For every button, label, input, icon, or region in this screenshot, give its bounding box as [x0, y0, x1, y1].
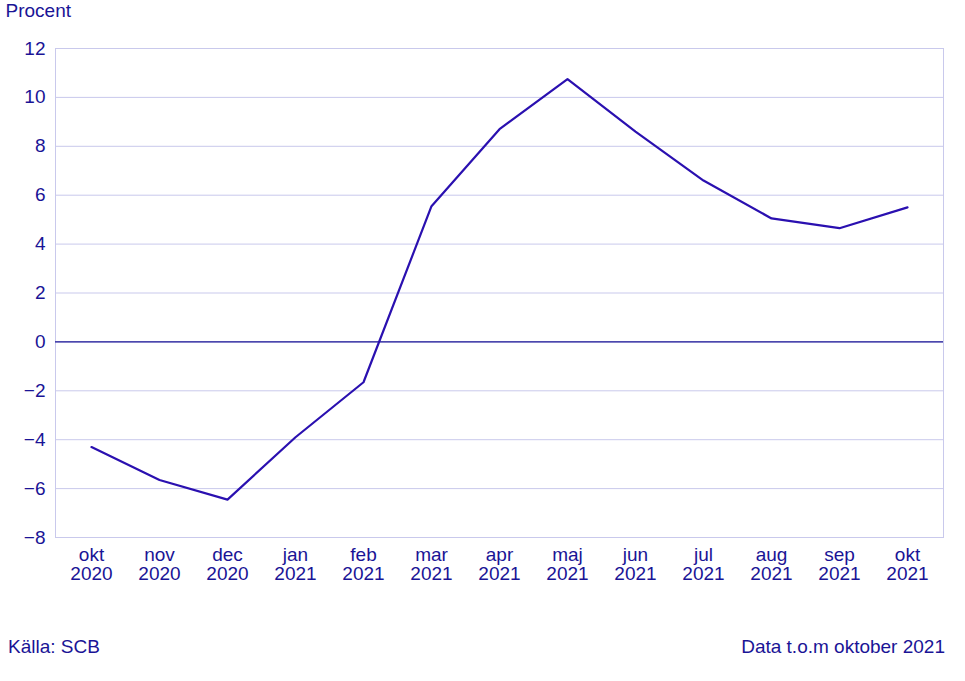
- svg-text:nov2020: nov2020: [138, 544, 180, 584]
- svg-text:jul2021: jul2021: [682, 544, 724, 584]
- svg-text:10: 10: [24, 86, 45, 107]
- svg-text:8: 8: [35, 135, 46, 156]
- svg-text:12: 12: [24, 38, 45, 59]
- svg-text:−4: −4: [24, 429, 46, 450]
- svg-text:−6: −6: [24, 478, 46, 499]
- svg-text:okt2020: okt2020: [70, 544, 112, 584]
- svg-text:jun2021: jun2021: [614, 544, 656, 584]
- svg-text:apr2021: apr2021: [478, 544, 520, 584]
- svg-text:−8: −8: [24, 527, 46, 548]
- svg-text:okt2021: okt2021: [886, 544, 928, 584]
- svg-text:dec2020: dec2020: [206, 544, 248, 584]
- svg-text:6: 6: [35, 184, 46, 205]
- svg-text:2: 2: [35, 282, 46, 303]
- svg-text:feb2021: feb2021: [342, 544, 384, 584]
- svg-text:−2: −2: [24, 380, 46, 401]
- svg-text:mar2021: mar2021: [410, 544, 452, 584]
- svg-text:jan2021: jan2021: [274, 544, 316, 584]
- svg-text:aug2021: aug2021: [750, 544, 792, 584]
- svg-text:maj2021: maj2021: [546, 544, 588, 584]
- svg-text:Procent: Procent: [6, 0, 72, 21]
- svg-text:sep2021: sep2021: [818, 544, 860, 584]
- svg-text:4: 4: [35, 233, 46, 254]
- html-text:Data t.o.m oktober 2021: Data t.o.m oktober 2021: [741, 636, 945, 657]
- svg-text:0: 0: [35, 331, 46, 352]
- html-text:Källa: SCB: Källa: SCB: [8, 636, 100, 657]
